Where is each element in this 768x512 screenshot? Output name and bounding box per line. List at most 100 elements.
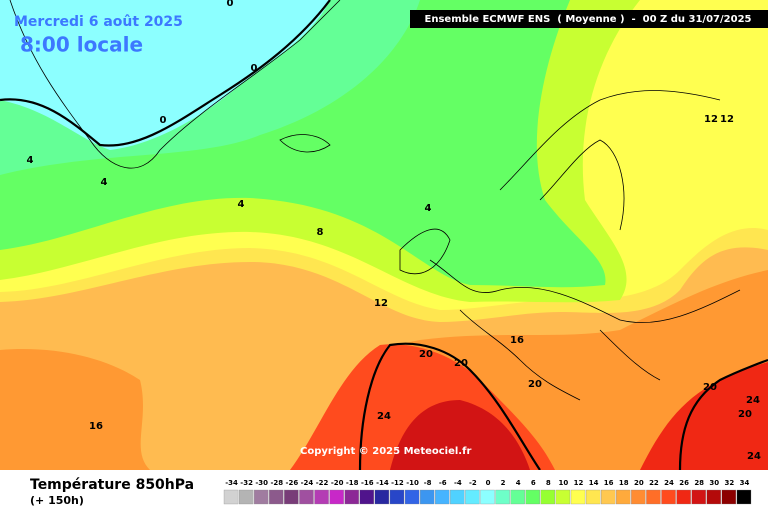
temperature-field bbox=[0, 0, 768, 470]
legend-swatch bbox=[570, 489, 586, 505]
contour-label: 16 bbox=[89, 421, 103, 432]
legend-label: 28 bbox=[694, 479, 704, 487]
legend-label: 6 bbox=[531, 479, 536, 487]
legend-swatch bbox=[661, 489, 676, 505]
legend-swatch bbox=[525, 489, 540, 505]
legend-label: -16 bbox=[361, 479, 374, 487]
copyright: Copyright © 2025 Meteociel.fr bbox=[300, 446, 471, 457]
legend-swatch bbox=[706, 489, 721, 505]
legend-swatch bbox=[284, 489, 299, 505]
legend-label: -12 bbox=[391, 479, 404, 487]
legend-label: 0 bbox=[486, 479, 491, 487]
legend-label: -26 bbox=[286, 479, 299, 487]
legend-swatch bbox=[555, 489, 571, 505]
contour-label: 4 bbox=[238, 199, 245, 210]
forecast-date: Mercredi 6 août 2025 bbox=[14, 14, 183, 30]
legend-label: 14 bbox=[589, 479, 599, 487]
legend-swatch bbox=[465, 489, 480, 505]
legend-label: -22 bbox=[316, 479, 329, 487]
legend-label: -4 bbox=[454, 479, 462, 487]
legend-swatch bbox=[495, 489, 510, 505]
legend-label: 2 bbox=[501, 479, 506, 487]
legend-label: 32 bbox=[724, 479, 734, 487]
isotherms bbox=[0, 0, 768, 471]
legend-label: -30 bbox=[255, 479, 268, 487]
contour-label: 20 bbox=[738, 409, 752, 420]
coastlines bbox=[9, 0, 741, 401]
legend-label: -8 bbox=[424, 479, 432, 487]
legend-swatch bbox=[510, 489, 525, 505]
contour-label: 16 bbox=[510, 335, 524, 346]
legend-swatch bbox=[344, 489, 359, 505]
legend-label: -32 bbox=[240, 479, 253, 487]
legend-swatch bbox=[616, 489, 631, 505]
contour-label: 12 bbox=[720, 114, 734, 125]
legend-swatch bbox=[329, 489, 344, 505]
legend-label: -2 bbox=[469, 479, 477, 487]
legend-label: -6 bbox=[439, 479, 447, 487]
legend-label: 18 bbox=[619, 479, 629, 487]
contour-label: 0 bbox=[160, 115, 167, 126]
legend-label: -18 bbox=[346, 479, 359, 487]
contour-label: 20 bbox=[528, 379, 542, 390]
legend-swatch bbox=[450, 489, 465, 505]
legend-swatch bbox=[419, 489, 435, 505]
legend-label: -14 bbox=[376, 479, 389, 487]
contour-label: 20 bbox=[454, 358, 468, 369]
contour-label: 24 bbox=[746, 395, 760, 406]
legend-swatch bbox=[359, 489, 375, 505]
legend-label: 30 bbox=[709, 479, 719, 487]
legend-label: 16 bbox=[604, 479, 614, 487]
legend-label: 10 bbox=[559, 479, 569, 487]
legend-swatch bbox=[736, 489, 752, 505]
legend-swatch bbox=[404, 489, 420, 505]
legend-swatch bbox=[631, 489, 646, 505]
legend-label: -34 bbox=[225, 479, 238, 487]
color-legend: -34 -32 -30 -28 -26 -24 -22 -20 -18 -16 -14 -12 -10-… bbox=[223, 479, 752, 505]
contour-label: 0 bbox=[227, 0, 234, 9]
contour-label: 0 bbox=[251, 63, 258, 74]
legend-swatch bbox=[254, 489, 269, 505]
legend-swatch bbox=[585, 489, 601, 505]
legend-label: 24 bbox=[664, 479, 674, 487]
model-banner bbox=[410, 10, 768, 28]
contour-label: 12 bbox=[374, 298, 388, 309]
forecast-time: 8:00 locale bbox=[20, 33, 143, 57]
contour-label: 12 bbox=[704, 114, 718, 125]
contour-labels: 0 0 0 4 4 4 4 8 12 16 16 20 20 20 20 20 … bbox=[27, 0, 761, 462]
legend-swatch bbox=[223, 489, 239, 505]
contour-label: 4 bbox=[425, 203, 432, 214]
legend-swatch bbox=[646, 489, 661, 505]
contour-label: 20 bbox=[419, 349, 433, 360]
legend-swatch bbox=[269, 489, 284, 505]
footer-title: Température 850hPa bbox=[30, 477, 194, 493]
legend-swatch bbox=[374, 489, 390, 505]
legend-label: 12 bbox=[574, 479, 584, 487]
legend-swatch bbox=[435, 489, 450, 505]
legend-label: 4 bbox=[516, 479, 521, 487]
legend-swatch bbox=[314, 489, 329, 505]
legend-label: -10 bbox=[406, 479, 419, 487]
contour-label: 24 bbox=[377, 411, 391, 422]
contour-label: 20 bbox=[703, 382, 717, 393]
legend-swatch bbox=[600, 489, 616, 505]
model-info: Ensemble ECMWF ENS ( Moyenne ) - 00 Z du… bbox=[425, 14, 752, 25]
legend-label: 34 bbox=[740, 479, 750, 487]
legend-swatch bbox=[299, 489, 314, 505]
forecast-lead: (+ 150h) bbox=[30, 494, 84, 507]
legend-label: 22 bbox=[649, 479, 659, 487]
legend-label: -28 bbox=[270, 479, 283, 487]
legend-label: 26 bbox=[679, 479, 689, 487]
legend-label: -20 bbox=[331, 479, 344, 487]
legend-label: 20 bbox=[634, 479, 644, 487]
legend-label: 8 bbox=[546, 479, 551, 487]
legend-swatch bbox=[480, 489, 495, 505]
legend-swatch bbox=[238, 489, 254, 505]
legend-swatch bbox=[721, 489, 737, 505]
contour-label: 24 bbox=[747, 451, 761, 462]
legend-swatch bbox=[389, 489, 405, 505]
legend-swatch bbox=[676, 489, 691, 505]
legend-label: -24 bbox=[301, 479, 314, 487]
contour-label: 4 bbox=[101, 177, 108, 188]
